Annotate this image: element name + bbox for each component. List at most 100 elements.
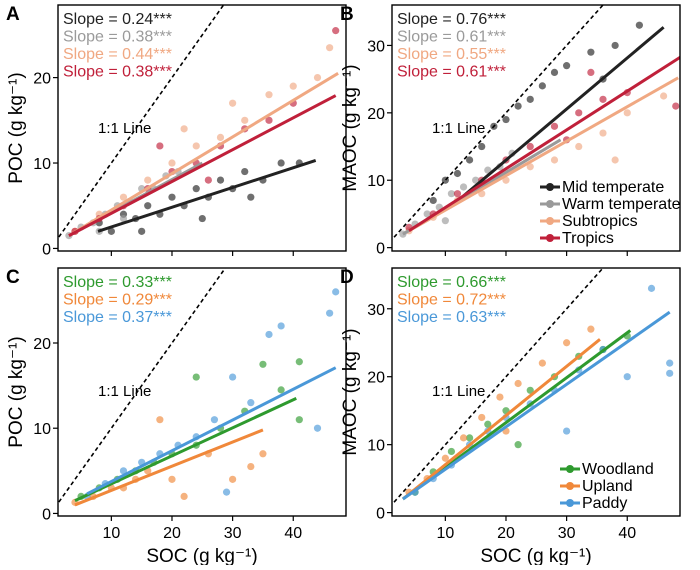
slope-label: Slope = 0.61***	[397, 29, 506, 46]
slope-label: Slope = 0.76***	[397, 11, 506, 28]
panel-d: 0 10 20 30 10 20 30 40 MAOC (g kg⁻¹) SOC (g kg⁻¹)…	[340, 267, 681, 567]
data-point	[550, 122, 559, 130]
data-point	[216, 176, 225, 184]
regression-line	[86, 366, 337, 496]
data-point	[587, 48, 595, 56]
x-tick-label: 20	[497, 525, 515, 542]
data-point	[478, 413, 486, 422]
data-point	[204, 176, 212, 184]
data-point	[198, 214, 206, 223]
data-point	[247, 193, 255, 201]
data-point	[441, 454, 449, 462]
legend-swatch-point	[546, 200, 554, 208]
data-point	[447, 190, 456, 198]
regression-line	[74, 428, 264, 507]
data-point	[259, 450, 267, 458]
y-tick-label: 10	[367, 438, 385, 455]
data-point	[241, 116, 249, 124]
data-point	[514, 379, 522, 388]
data-point	[216, 133, 225, 141]
y-tick-label: 10	[33, 156, 51, 173]
legend-swatch-point	[546, 234, 554, 242]
data-point	[210, 416, 219, 424]
slope-label: Slope = 0.61***	[397, 64, 506, 81]
regression-line	[401, 338, 601, 501]
data-point	[611, 156, 619, 164]
data-point	[502, 176, 510, 184]
data-point	[496, 393, 504, 401]
data-point	[502, 115, 510, 124]
plot-frame	[391, 267, 681, 517]
y-tick-label: 0	[376, 506, 385, 523]
data-point	[526, 163, 534, 171]
one-to-one-line	[58, 5, 225, 240]
y-tick-label: 20	[367, 370, 385, 387]
y-axis-label: POC (g kg⁻¹)	[6, 72, 27, 183]
data-point	[575, 109, 583, 117]
data-point	[168, 193, 176, 201]
data-point	[168, 475, 176, 483]
data-point	[623, 109, 631, 117]
y-tick-label: 20	[33, 71, 51, 88]
plot-frame	[57, 4, 347, 252]
data-point	[277, 386, 285, 394]
one-to-one-label: 1:1 Line	[98, 383, 151, 400]
y-axis-label: MAOC (g kg⁻¹)	[340, 64, 361, 191]
legend-label: Upland	[582, 478, 633, 495]
data-point	[611, 41, 619, 50]
regression-line	[74, 397, 297, 503]
slope-label: Slope = 0.38***	[63, 29, 172, 46]
data-point	[265, 330, 273, 339]
x-tick-label: 20	[163, 525, 181, 542]
y-tick-label: 10	[367, 173, 385, 190]
data-point	[332, 288, 340, 296]
regression-line	[402, 310, 671, 501]
slope-label: Slope = 0.24***	[63, 11, 172, 28]
slope-label: Slope = 0.37***	[63, 309, 172, 326]
x-axis-label: SOC (g kg⁻¹)	[480, 546, 591, 565]
data-point	[247, 462, 255, 471]
data-point	[563, 62, 571, 70]
data-point	[453, 169, 462, 178]
data-point	[514, 441, 522, 449]
slope-label: Slope = 0.63***	[397, 309, 506, 326]
data-point	[222, 488, 231, 496]
data-point	[484, 166, 492, 174]
data-point	[538, 82, 546, 90]
data-point	[514, 102, 522, 110]
legend-label: Warm temperate	[562, 196, 681, 213]
x-tick-label: 40	[618, 525, 636, 542]
x-tick-label: 10	[436, 525, 454, 542]
legend-label: Subtropics	[562, 213, 638, 230]
data-point	[484, 420, 492, 428]
slope-label: Slope = 0.66***	[397, 274, 506, 291]
y-tick-label: 10	[33, 421, 51, 438]
data-point	[550, 68, 559, 76]
legend-label: Paddy	[582, 495, 627, 512]
data-point	[277, 159, 285, 167]
data-point	[550, 156, 559, 164]
y-tick-label: 30	[367, 38, 385, 55]
y-tick-label: 20	[367, 106, 385, 123]
panel-letter: A	[6, 4, 20, 25]
y-tick-label: 0	[42, 506, 51, 523]
slope-label: Slope = 0.38***	[63, 64, 172, 81]
legend-swatch-point	[566, 482, 574, 490]
slope-label: Slope = 0.55***	[397, 46, 506, 63]
legend-label: Mid temperate	[562, 179, 664, 196]
slope-label: Slope = 0.72***	[397, 292, 506, 309]
regression-line	[68, 72, 339, 237]
data-point	[107, 227, 115, 235]
y-tick-label: 0	[376, 241, 385, 258]
regression-line	[68, 94, 337, 237]
regression-line	[449, 26, 665, 209]
data-point	[635, 21, 643, 29]
data-point	[192, 185, 200, 193]
y-axis-label: MAOC (g kg⁻¹)	[340, 328, 361, 455]
one-to-one-line	[58, 268, 226, 505]
data-point	[265, 91, 273, 99]
data-point	[575, 142, 583, 151]
panel-letter: B	[340, 4, 354, 25]
